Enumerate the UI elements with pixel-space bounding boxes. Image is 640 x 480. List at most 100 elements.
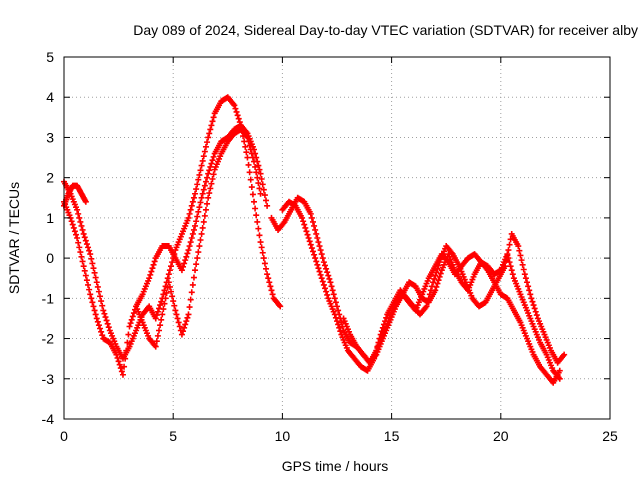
data-point [314,235,321,241]
data-point [86,286,93,293]
data-point [164,275,171,282]
data-point [78,222,85,229]
data-point [78,253,85,260]
data-point [105,324,112,331]
data-point [197,199,204,206]
data-point [89,299,96,306]
data-point [81,234,88,241]
data-point [206,190,213,197]
data-point [503,257,510,264]
y-tick-label: -2 [42,331,55,347]
data-point [86,247,93,254]
data-point [245,161,252,168]
data-point [163,289,170,296]
data-point [201,212,208,219]
y-tick-label: 5 [46,49,54,65]
data-point [257,239,264,246]
data-point [157,322,164,329]
data-point [209,157,216,164]
data-point [309,248,316,255]
data-point [147,271,154,278]
data-point [190,274,197,281]
data-point [161,300,168,307]
data-point [423,303,430,310]
data-point [259,249,266,256]
data-point [91,307,98,314]
data-point [319,278,326,285]
data-point [90,303,97,310]
data-point [115,358,122,365]
data-point [168,263,175,270]
data-point [159,311,166,318]
data-point [185,214,192,221]
data-point [526,287,533,294]
y-tick-label: 0 [46,250,54,266]
data-point [331,295,338,302]
data-point [302,224,309,231]
data-point [257,170,264,177]
data-point [199,190,206,197]
data-point [157,302,164,309]
data-point [178,331,185,338]
data-point [88,255,95,262]
data-point [79,226,86,233]
data-point [528,295,535,302]
y-tick-label: -4 [42,411,55,427]
data-point [160,306,167,313]
data-point [202,206,209,213]
data-point [308,245,315,252]
data-point [255,225,262,232]
data-point [516,247,523,254]
data-point [169,293,176,300]
data-point [113,351,120,358]
data-point [187,296,194,303]
data-point [323,288,330,295]
data-point [184,250,191,257]
data-point [256,166,263,173]
data-point [509,271,516,278]
data-point [192,190,199,197]
data-point [82,272,89,279]
data-point [502,263,509,270]
plot-frame [63,56,611,420]
data-point [206,167,213,174]
data-point [505,247,512,254]
data-point [202,143,209,150]
data-point [383,314,390,321]
data-point [520,266,527,273]
data-point [189,230,196,237]
data-point [209,176,216,183]
data-point [424,299,431,306]
data-point [261,260,268,267]
data-point [129,313,136,320]
data-point [156,327,163,334]
data-point [185,311,192,318]
y-tick-label: 1 [46,210,54,226]
data-point [335,307,342,314]
data-point [71,228,78,235]
data-point [522,275,529,282]
data-point [208,180,215,187]
data-point [255,162,262,169]
data-point [195,249,202,256]
data-point [533,312,540,319]
data-point [200,153,207,160]
series-1 [61,94,284,362]
data-point [128,316,135,323]
data-point [377,331,384,338]
data-point [126,323,133,330]
data-point [149,265,156,272]
data-point [258,176,265,183]
data-point [247,176,254,183]
data-point [148,268,155,275]
data-point [74,235,81,241]
x-axis-label: GPS time / hours [282,458,389,474]
data-point [255,180,262,187]
data-point [98,298,105,305]
data-point [317,271,324,278]
data-point [168,288,175,295]
data-point [263,197,270,204]
data-point [318,275,325,282]
data-point [311,222,318,229]
data-point [508,267,515,274]
